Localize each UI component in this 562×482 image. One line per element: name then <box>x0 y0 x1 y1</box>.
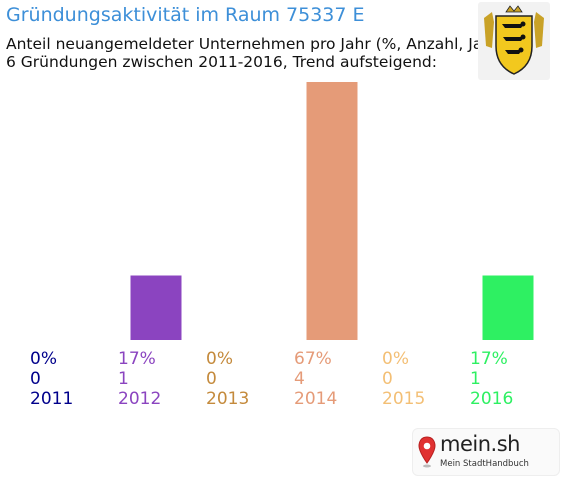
logo-tagline: Mein StadtHandbuch <box>440 459 529 469</box>
chart-title: Gründungsaktivität im Raum 75337 E <box>6 4 365 26</box>
year-label-2016: 2016 <box>470 389 513 409</box>
percent-label-2016: 17% <box>470 349 508 369</box>
percent-label-2012: 17% <box>118 349 156 369</box>
year-label-2012: 2012 <box>118 389 161 409</box>
count-label-2013: 0 <box>206 369 217 389</box>
chart-subtitle-line2: 6 Gründungen zwischen 2011-2016, Trend a… <box>6 53 437 71</box>
bar-2012 <box>130 275 182 340</box>
logo-name: mein.sh <box>440 432 520 456</box>
count-label-2011: 0 <box>30 369 41 389</box>
year-label-2013: 2013 <box>206 389 249 409</box>
mein-sh-logo[interactable]: mein.sh Mein StadtHandbuch <box>412 428 560 476</box>
bar-2016 <box>482 275 534 340</box>
percent-label-2011: 0% <box>30 349 57 369</box>
year-label-2011: 2011 <box>30 389 73 409</box>
coat-of-arms-icon <box>478 2 550 80</box>
chart-subtitle-line1: Anteil neuangemeldeter Unternehmen pro J… <box>6 35 505 53</box>
count-label-2016: 1 <box>470 369 481 389</box>
year-label-2015: 2015 <box>382 389 425 409</box>
percent-label-2013: 0% <box>206 349 233 369</box>
year-label-2014: 2014 <box>294 389 337 409</box>
count-label-2015: 0 <box>382 369 393 389</box>
count-label-2014: 4 <box>294 369 305 389</box>
percent-label-2014: 67% <box>294 349 332 369</box>
percent-label-2015: 0% <box>382 349 409 369</box>
location-pin-icon <box>417 435 437 473</box>
count-label-2012: 1 <box>118 369 129 389</box>
bar-2014 <box>306 82 358 340</box>
